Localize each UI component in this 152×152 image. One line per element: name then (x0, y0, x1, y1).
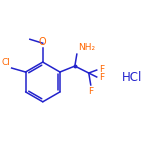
Text: Cl: Cl (2, 58, 11, 67)
Text: F: F (99, 73, 104, 83)
Text: F: F (99, 65, 104, 74)
Text: O: O (39, 37, 47, 47)
Text: HCl: HCl (122, 71, 143, 85)
Text: F: F (88, 87, 93, 96)
Text: NH₂: NH₂ (78, 43, 95, 52)
